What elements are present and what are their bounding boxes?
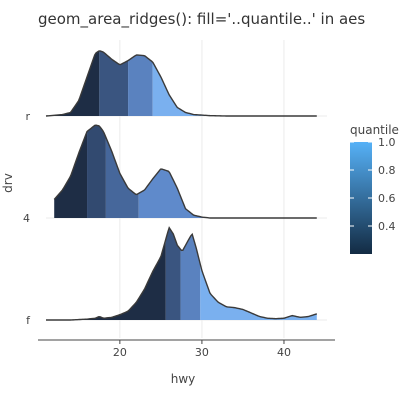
y-tick-label-r: r xyxy=(25,110,30,123)
ridge-f-outline xyxy=(46,226,318,321)
ridge-r xyxy=(45,50,317,117)
ridge-4-outline xyxy=(53,124,317,219)
axis-layer: r 4 f 20 30 40 xyxy=(23,110,335,359)
legend-title: quantile xyxy=(350,123,399,137)
ridge-4-quantile-band xyxy=(105,137,139,218)
ridge-r-quantile-band xyxy=(46,50,100,116)
y-tick-label-4: 4 xyxy=(23,212,30,225)
legend-tick-label: 0.6 xyxy=(378,192,396,205)
ridge-f-quantile-band xyxy=(165,227,181,320)
legend-colorbar xyxy=(350,142,372,254)
y-tick-label-f: f xyxy=(26,314,31,327)
ridge-r-outline xyxy=(45,50,317,117)
ridge-4 xyxy=(53,124,317,219)
ridge-f-quantile-band xyxy=(180,233,201,320)
ridge-f-quantile-band xyxy=(46,239,166,320)
x-tick-label: 20 xyxy=(113,346,127,359)
x-axis-title: hwy xyxy=(171,372,196,386)
ridge-4-quantile-band xyxy=(87,125,106,218)
ridge-f-quantile-band xyxy=(200,264,317,320)
ridge-f xyxy=(46,226,318,321)
ridge-r-quantile-band xyxy=(152,62,317,116)
legend-tick-label: 0.8 xyxy=(378,164,396,177)
legend-tick-label: 1.0 xyxy=(378,136,396,149)
ridge-layer xyxy=(45,50,318,321)
legend: quantile 0.4 0.6 0.8 1.0 xyxy=(350,123,399,254)
ridge-4-quantile-band xyxy=(138,169,317,218)
y-axis-title: drv xyxy=(1,173,15,193)
x-tick-label: 30 xyxy=(195,346,209,359)
x-tick-label: 40 xyxy=(277,346,291,359)
chart-title: geom_area_ridges(): fill='..quantile..' … xyxy=(38,10,365,29)
legend-tick-label: 0.4 xyxy=(378,220,396,233)
ridge-r-quantile-band xyxy=(128,54,153,116)
ridge-r-quantile-band xyxy=(99,50,129,116)
